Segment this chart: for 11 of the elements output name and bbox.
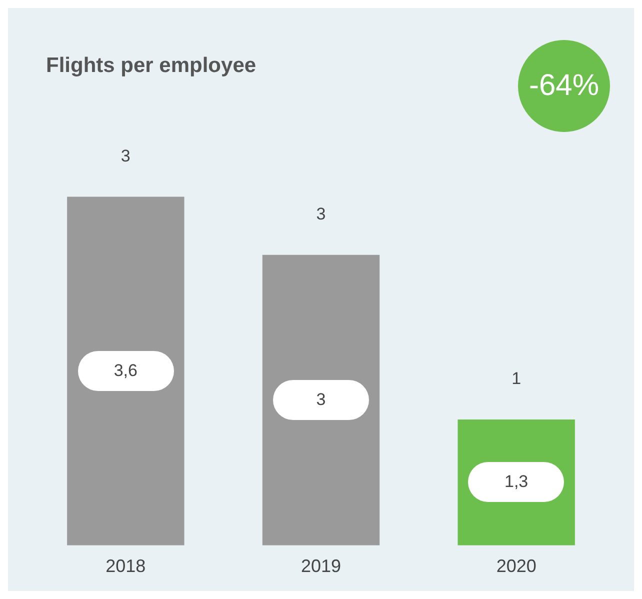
annotation: 3 xyxy=(120,146,130,166)
x-tick-label: 2019 xyxy=(300,556,342,576)
x-tick-label: 2020 xyxy=(496,556,536,576)
annotation: 3 xyxy=(316,204,326,224)
annotation: 1 xyxy=(512,369,522,388)
data-label: 1,3 xyxy=(504,472,528,492)
x-tick-label: 2018 xyxy=(106,556,146,576)
data-label: 3 xyxy=(316,390,326,410)
text: -64% xyxy=(518,40,610,132)
data-label: 3,6 xyxy=(114,361,138,382)
chart-title: Flights per employee xyxy=(46,54,256,78)
